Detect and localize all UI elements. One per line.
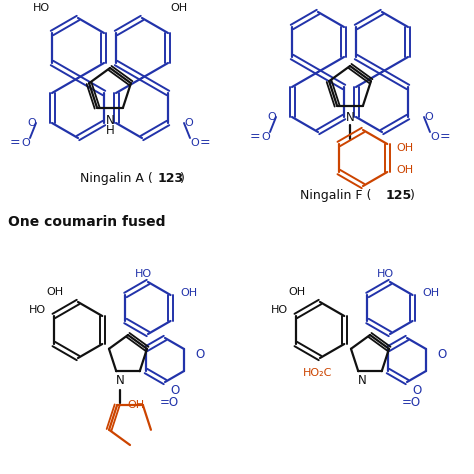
Text: =: =: [9, 137, 20, 149]
Text: HO: HO: [376, 269, 393, 279]
Text: N: N: [116, 374, 124, 388]
Text: O: O: [190, 138, 199, 148]
Text: N: N: [106, 113, 114, 127]
Text: O: O: [261, 132, 270, 142]
Text: Ningalin F (: Ningalin F (: [300, 189, 371, 201]
Text: HO: HO: [271, 305, 288, 315]
Text: HO: HO: [135, 269, 152, 279]
Text: O: O: [267, 112, 276, 122]
Text: =O: =O: [160, 395, 179, 409]
Text: O: O: [412, 383, 421, 396]
Text: N: N: [357, 374, 366, 388]
Text: O: O: [27, 118, 36, 128]
Text: O: O: [21, 138, 30, 148]
Text: O: O: [195, 348, 204, 362]
Text: O: O: [437, 348, 446, 362]
Text: HO: HO: [29, 305, 46, 315]
Text: =: =: [200, 137, 210, 149]
Text: OH: OH: [170, 3, 187, 13]
Text: Ningalin A (: Ningalin A (: [80, 172, 153, 184]
Text: OH: OH: [396, 143, 413, 153]
Text: HO₂C: HO₂C: [302, 368, 332, 378]
Text: O: O: [424, 112, 433, 122]
Text: 123: 123: [158, 172, 184, 184]
Text: One coumarin fused: One coumarin fused: [8, 215, 165, 229]
Text: OH: OH: [289, 287, 306, 297]
Text: =: =: [249, 130, 260, 144]
Text: =O: =O: [402, 395, 421, 409]
Text: OH: OH: [422, 288, 439, 298]
Text: HO: HO: [33, 3, 50, 13]
Text: OH: OH: [180, 288, 197, 298]
Text: ): ): [180, 172, 185, 184]
Text: OH: OH: [396, 165, 413, 175]
Text: 125: 125: [386, 189, 412, 201]
Text: O: O: [184, 118, 193, 128]
Text: OH: OH: [127, 400, 144, 410]
Text: N: N: [346, 110, 355, 124]
Text: O: O: [170, 383, 179, 396]
Text: ): ): [410, 189, 415, 201]
Text: OH: OH: [46, 287, 64, 297]
Text: =: =: [440, 130, 451, 144]
Text: O: O: [430, 132, 439, 142]
Text: H: H: [106, 124, 114, 137]
